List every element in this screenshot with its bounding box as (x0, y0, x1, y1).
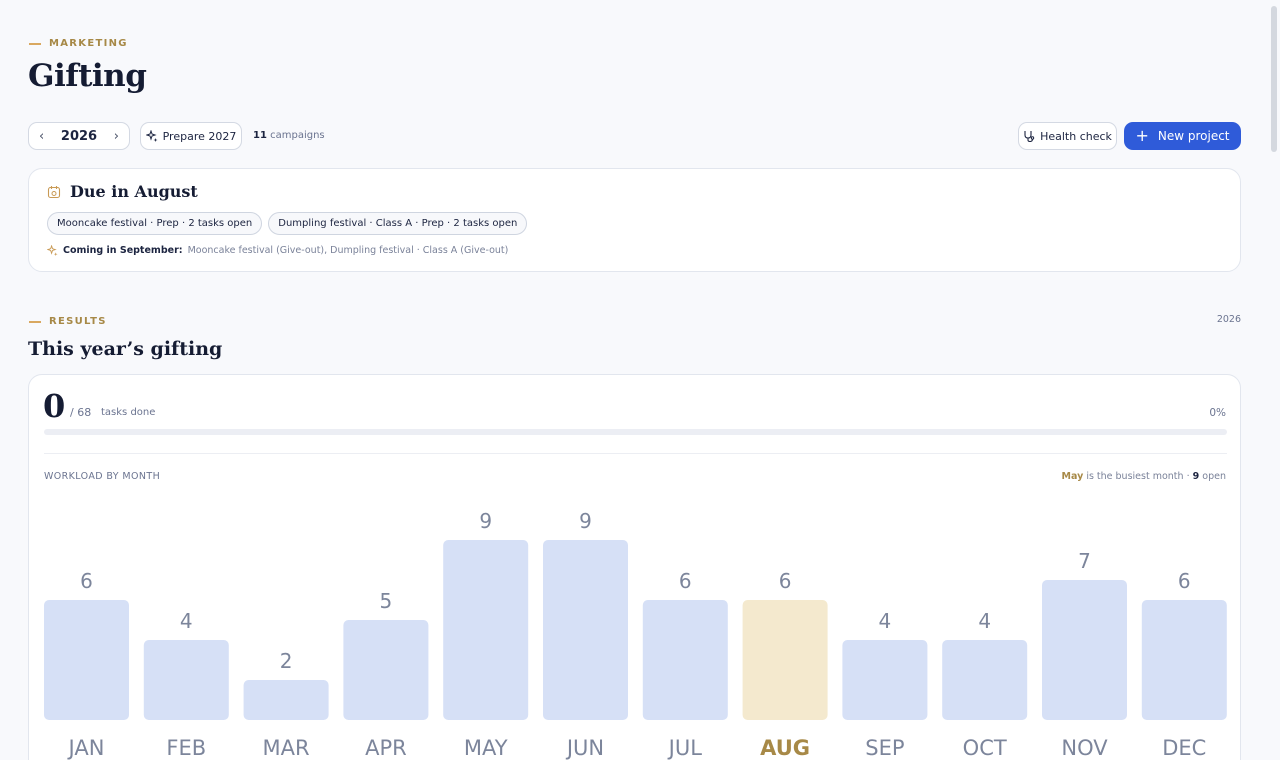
bar-label-jul: JUL (667, 736, 703, 760)
bar-label-jun: JUN (565, 736, 604, 760)
campaigns-label: campaigns (270, 130, 325, 141)
busiest-open-label: open (1202, 471, 1226, 482)
chevron-right-icon[interactable]: › (113, 128, 119, 144)
progress-bar (44, 429, 1227, 435)
bar-label-jan: JAN (67, 736, 105, 760)
tasks-done-count: 0 (43, 387, 66, 425)
bar-jul[interactable] (642, 600, 728, 720)
results-eyebrow: RESULTS (29, 316, 107, 327)
calendar-icon (47, 185, 61, 198)
bar-value-sep: 4 (879, 609, 892, 633)
tasks-total: / 68 (70, 406, 92, 419)
campaigns-count: 11 campaigns (253, 130, 325, 141)
section-eyebrow: MARKETING (29, 38, 128, 49)
page-scrollbar[interactable] (1271, 6, 1277, 152)
bar-may[interactable] (443, 540, 529, 720)
workload-label: WORKLOAD BY MONTH (44, 471, 161, 482)
bar-label-feb: FEB (166, 736, 206, 760)
bar-dec[interactable] (1141, 600, 1227, 720)
coming-next-month: Coming in September: Mooncake festival (… (47, 245, 508, 256)
bar-sep[interactable] (842, 640, 928, 720)
bar-value-aug: 6 (779, 569, 792, 593)
tasks-done-label: tasks done (101, 407, 156, 418)
bar-label-aug: AUG (760, 736, 810, 760)
results-title: This year’s gifting (28, 338, 223, 360)
due-tag-dumpling[interactable]: Dumpling festival · Class A · Prep · 2 t… (268, 212, 528, 235)
eyebrow-dash (29, 42, 41, 45)
coming-label: Coming in September: (63, 245, 183, 256)
due-tag-mooncake[interactable]: Mooncake festival · Prep · 2 tasks open (47, 212, 263, 235)
eyebrow-dash (29, 320, 41, 323)
bar-value-nov: 7 (1078, 549, 1091, 573)
bar-label-nov: NOV (1061, 736, 1108, 760)
due-tags: Mooncake festival · Prep · 2 tasks open … (47, 212, 528, 235)
stethoscope-icon (1024, 131, 1035, 142)
results-year: 2026 (1216, 314, 1241, 325)
page-title: Gifting (28, 58, 147, 94)
bar-jan[interactable] (44, 600, 129, 720)
coming-text: Mooncake festival (Give-out), Dumpling f… (187, 245, 509, 256)
bar-label-oct: OCT (963, 736, 1007, 760)
bar-nov[interactable] (1042, 580, 1127, 720)
new-project-label: New project (1157, 129, 1230, 143)
bar-oct[interactable] (942, 640, 1028, 720)
bar-label-mar: MAR (263, 736, 310, 760)
eyebrow-label: MARKETING (49, 38, 128, 49)
bar-value-oct: 4 (978, 609, 991, 633)
busiest-month: May (1061, 471, 1084, 482)
due-card: Due in August Mooncake festival · Prep ·… (28, 168, 1241, 272)
bar-value-may: 9 (479, 509, 492, 533)
prepare-button-label: Prepare 2027 (162, 129, 237, 143)
busiest-month-summary: May is the busiest month · 9 open (1062, 471, 1226, 482)
new-project-button[interactable]: + New project (1124, 122, 1241, 150)
health-check-button[interactable]: Health check (1018, 122, 1117, 150)
plus-icon: + (1135, 126, 1149, 145)
due-heading: Due in August (47, 182, 198, 201)
bar-label-dec: DEC (1162, 736, 1206, 760)
busiest-text: is the busiest month · (1086, 471, 1190, 482)
busiest-open-count: 9 (1192, 471, 1200, 482)
bar-value-feb: 4 (180, 609, 193, 633)
bar-value-jun: 9 (579, 509, 592, 533)
bar-jun[interactable] (543, 540, 628, 720)
bar-value-dec: 6 (1178, 569, 1191, 593)
tasks-done-percent: 0% (1209, 407, 1226, 419)
bar-label-may: MAY (464, 736, 508, 760)
sparkle-icon (145, 130, 158, 142)
results-eyebrow-label: RESULTS (49, 316, 107, 327)
bar-mar[interactable] (243, 680, 329, 720)
chevron-left-icon[interactable]: ‹ (39, 128, 45, 144)
workload-bar-chart: 6 JAN 4 FEB 2 MAR 5 APR 9 MAY 9 JUN 6 JUL 6 AUG 4 SEP 4 OCT… (44, 509, 1227, 760)
bar-value-jan: 6 (80, 569, 93, 593)
campaigns-number: 11 (253, 130, 267, 141)
year-stepper: ‹ 2026 › (28, 122, 130, 150)
bar-value-apr: 5 (380, 589, 393, 613)
bar-value-mar: 2 (280, 649, 293, 673)
sparkle-icon (47, 245, 58, 256)
health-check-label: Health check (1040, 129, 1112, 143)
due-title: Due in August (70, 182, 198, 201)
year-value: 2026 (60, 128, 98, 144)
bar-label-sep: SEP (865, 736, 904, 760)
bar-aug[interactable] (742, 600, 828, 720)
bar-feb[interactable] (143, 640, 229, 720)
bar-apr[interactable] (343, 620, 429, 720)
divider (44, 453, 1227, 454)
prepare-next-year-button[interactable]: Prepare 2027 (140, 122, 242, 150)
bar-label-apr: APR (365, 736, 407, 760)
results-card: 0 / 68 tasks done 0% WORKLOAD BY MONTH M… (28, 374, 1241, 760)
bar-value-jul: 6 (679, 569, 692, 593)
